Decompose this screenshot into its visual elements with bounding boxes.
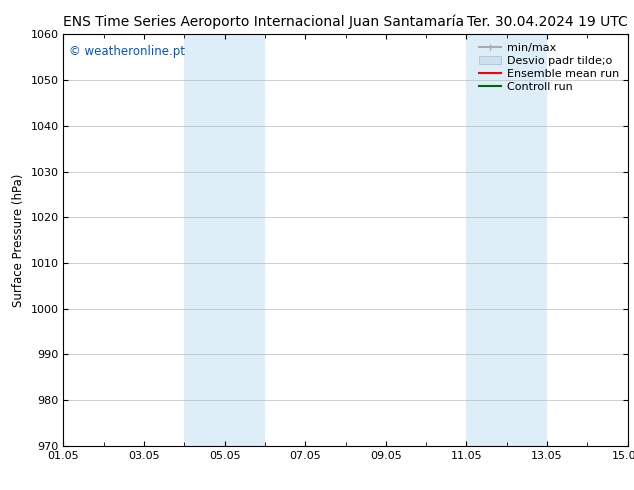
Text: Ter. 30.04.2024 19 UTC: Ter. 30.04.2024 19 UTC [467,15,628,29]
Text: ENS Time Series Aeroporto Internacional Juan Santamaría: ENS Time Series Aeroporto Internacional … [63,15,465,29]
Bar [467,34,547,446]
Bar [184,34,265,446]
Text: © weatheronline.pt: © weatheronline.pt [69,45,185,58]
Y-axis label: Surface Pressure (hPa): Surface Pressure (hPa) [12,173,25,307]
Legend: min/max, Desvio padr tilde;o, Ensemble mean run, Controll run: min/max, Desvio padr tilde;o, Ensemble m… [476,40,622,95]
